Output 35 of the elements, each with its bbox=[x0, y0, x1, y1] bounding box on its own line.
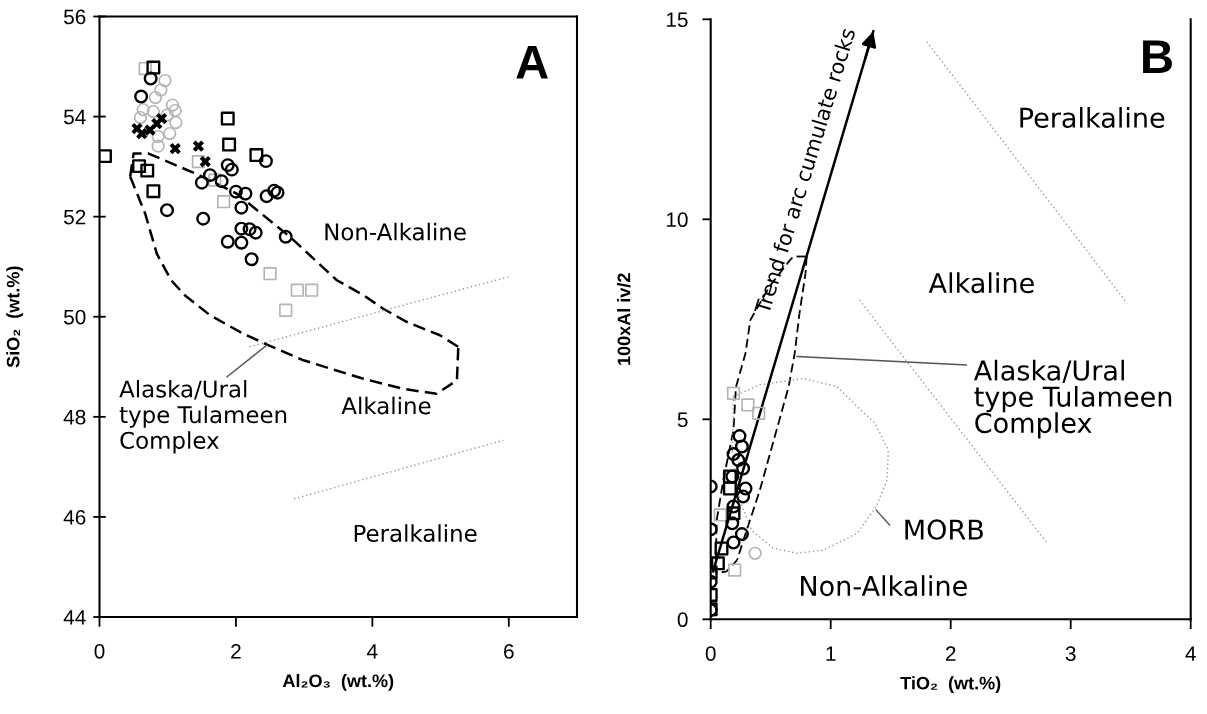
y-tick-label: 10 bbox=[666, 212, 688, 228]
x-tick-label: 6 bbox=[504, 643, 514, 659]
x-tick-label: 0 bbox=[94, 643, 105, 659]
annotation: Peralkaline bbox=[354, 524, 477, 542]
annotation: Non-Alkaline bbox=[325, 222, 466, 241]
y-tick-label: 52 bbox=[63, 209, 86, 225]
chart-title: B bbox=[1143, 40, 1172, 73]
annotation: Alaska/Ural type Tulameen Complex bbox=[119, 379, 287, 454]
y-tick-label: 56 bbox=[63, 9, 86, 25]
y-tick-label: 5 bbox=[677, 412, 688, 428]
x-axis-title: Al₂O₃ (wt.%) bbox=[282, 673, 394, 691]
x-tick-label: 2 bbox=[231, 643, 241, 659]
y-axis-title: 100xAl iv/2 bbox=[617, 273, 631, 365]
annotation: Alkaline bbox=[928, 272, 1034, 294]
y-tick-label: 15 bbox=[666, 12, 688, 28]
chart-title: A bbox=[516, 46, 548, 79]
y-tick-label: 0 bbox=[677, 612, 688, 628]
y-tick-label: 54 bbox=[63, 109, 86, 125]
y-tick-label: 44 bbox=[63, 610, 86, 625]
annotation: Alkaline bbox=[341, 396, 431, 415]
x-tick-label: 3 bbox=[1065, 646, 1076, 661]
annotation: Alaska/Ural type Tulameen Complex bbox=[973, 359, 1172, 439]
annotation: Non-Alkaline bbox=[801, 575, 967, 597]
y-tick-label: 50 bbox=[63, 309, 86, 325]
x-tick-label: 1 bbox=[826, 646, 836, 661]
x-axis-title: TiO₂ (wt.%) bbox=[900, 676, 1001, 694]
y-tick-label: 46 bbox=[63, 509, 86, 525]
x-tick-label: 4 bbox=[1185, 646, 1196, 661]
y-tick-label: 48 bbox=[63, 409, 86, 425]
y-axis-title: SiO₂ (wt.%) bbox=[6, 266, 24, 368]
x-tick-label: 0 bbox=[705, 646, 716, 661]
annotation: MORB bbox=[905, 519, 983, 540]
annotation: Peralkaline bbox=[1020, 106, 1165, 128]
x-tick-label: 2 bbox=[945, 646, 956, 661]
x-tick-label: 4 bbox=[367, 644, 378, 659]
